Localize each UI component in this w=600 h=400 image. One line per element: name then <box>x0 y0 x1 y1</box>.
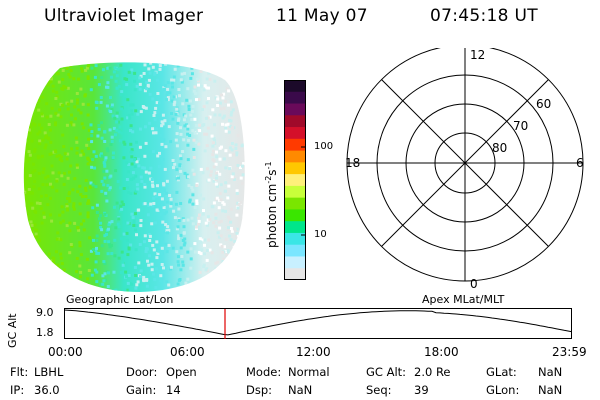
dsp-field: Dsp: NaN <box>246 383 313 397</box>
time-tick-2359: 23:59 <box>552 345 587 359</box>
mlat-60-label: 60 <box>536 97 552 111</box>
gc-alt-max-label: 9.0 <box>36 306 54 319</box>
time-tick-0000: 00:00 <box>48 345 83 359</box>
colorbar-unit-label: photon cm-2s-1 <box>264 161 279 248</box>
intensity-colorbar <box>284 80 306 280</box>
gc-alt-field: GC Alt: 2.0 Re <box>366 365 451 379</box>
gc-alt-axis-label: GC Alt <box>6 313 19 348</box>
time-label: 07:45:18 UT <box>430 6 538 26</box>
filter-field: Flt: LBHL <box>10 365 64 379</box>
date-label: 11 May 07 <box>276 6 368 26</box>
apex-coords-label: Apex MLat/MLT <box>422 293 505 306</box>
mlt-0-label: 0 <box>470 277 478 291</box>
glat-field: GLat: NaN <box>486 365 563 379</box>
polar-mlat-mlt-grid[interactable] <box>340 48 590 288</box>
door-field: Door: Open <box>126 365 197 379</box>
colorbar-tick-100: 100 <box>314 141 334 152</box>
mlt-6-label: 6 <box>576 156 584 170</box>
time-tick-1800: 18:00 <box>424 345 459 359</box>
colorbar-tick-10: 10 <box>314 229 327 240</box>
gain-field: Gain: 14 <box>126 383 181 397</box>
glon-field: GLon: NaN <box>486 383 563 397</box>
time-tick-1200: 12:00 <box>296 345 331 359</box>
orbit-altitude-timeline[interactable] <box>64 308 572 340</box>
seq-field: Seq: 39 <box>366 383 429 397</box>
geographic-coords-label: Geographic Lat/Lon <box>66 293 174 306</box>
ip-field: IP: 36.0 <box>10 383 60 397</box>
instrument-title: Ultraviolet Imager <box>44 6 204 26</box>
uv-earth-image[interactable] <box>20 60 250 292</box>
mlat-70-label: 70 <box>513 119 529 133</box>
gc-alt-min-label: 1.8 <box>36 326 54 339</box>
mode-field: Mode: Normal <box>246 365 330 379</box>
mlt-18-label: 18 <box>345 156 361 170</box>
time-tick-0600: 06:00 <box>170 345 205 359</box>
mlt-12-label: 12 <box>470 48 486 62</box>
mlat-80-label: 80 <box>492 141 508 155</box>
